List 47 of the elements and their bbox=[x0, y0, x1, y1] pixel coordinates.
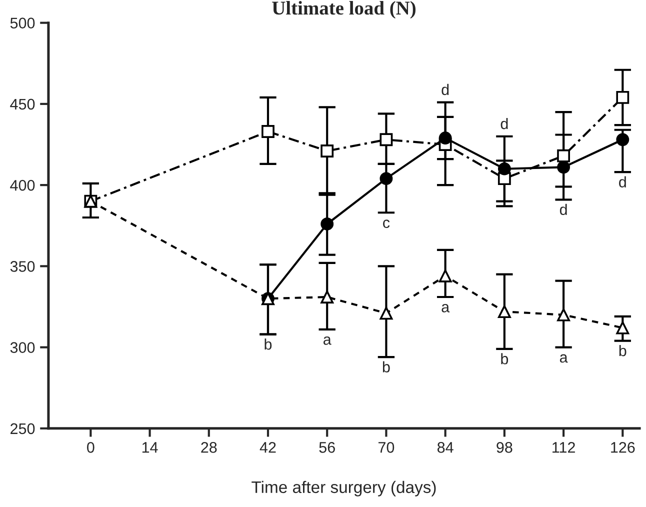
point bbox=[262, 125, 274, 138]
point bbox=[320, 144, 334, 158]
annotation: b bbox=[501, 353, 508, 364]
x-tick-label: 98 bbox=[496, 442, 512, 453]
point bbox=[320, 290, 334, 304]
point bbox=[320, 218, 334, 230]
x-tick-label: 28 bbox=[201, 442, 217, 453]
annotation: b bbox=[382, 361, 390, 372]
y-tick-label: 250 bbox=[10, 423, 35, 434]
x-tick-label: 112 bbox=[552, 442, 575, 453]
annotation: c bbox=[383, 220, 390, 228]
annotation: d bbox=[560, 204, 567, 216]
annotation: a bbox=[442, 304, 450, 312]
point bbox=[380, 172, 393, 186]
point bbox=[557, 308, 570, 322]
point bbox=[380, 133, 393, 146]
annotation: a bbox=[324, 336, 332, 345]
x-tick-label: 56 bbox=[319, 442, 335, 453]
x-tick-label: 84 bbox=[437, 442, 454, 453]
point bbox=[616, 133, 630, 146]
x-tick-label: 14 bbox=[142, 442, 158, 453]
x-tick-label: 42 bbox=[260, 442, 276, 453]
y-tick-label: 400 bbox=[10, 180, 35, 191]
annotation: a bbox=[560, 354, 568, 363]
chart-title: Ultimate load (N) bbox=[272, 0, 416, 19]
y-tick-label: 500 bbox=[10, 18, 35, 28]
x-tick-label: 0 bbox=[87, 442, 94, 453]
annotation: b bbox=[619, 344, 626, 356]
point bbox=[498, 305, 511, 318]
annotation: b bbox=[264, 338, 272, 350]
y-tick-label: 450 bbox=[10, 98, 35, 110]
annotation: d bbox=[442, 84, 449, 96]
point bbox=[616, 321, 630, 334]
point bbox=[557, 149, 570, 162]
point bbox=[498, 162, 511, 176]
annotation: d bbox=[500, 118, 508, 130]
x-tick-label: 126 bbox=[611, 442, 635, 453]
point bbox=[616, 90, 630, 104]
x-tick-label: 70 bbox=[378, 442, 394, 453]
y-tick-label: 350 bbox=[10, 261, 35, 272]
y-tick-label: 300 bbox=[10, 342, 35, 353]
x-axis-title: Time after surgery (days) bbox=[252, 480, 436, 496]
point bbox=[557, 160, 570, 174]
point bbox=[380, 306, 393, 320]
point bbox=[438, 269, 452, 282]
point bbox=[438, 132, 452, 144]
annotation: d bbox=[619, 176, 626, 188]
